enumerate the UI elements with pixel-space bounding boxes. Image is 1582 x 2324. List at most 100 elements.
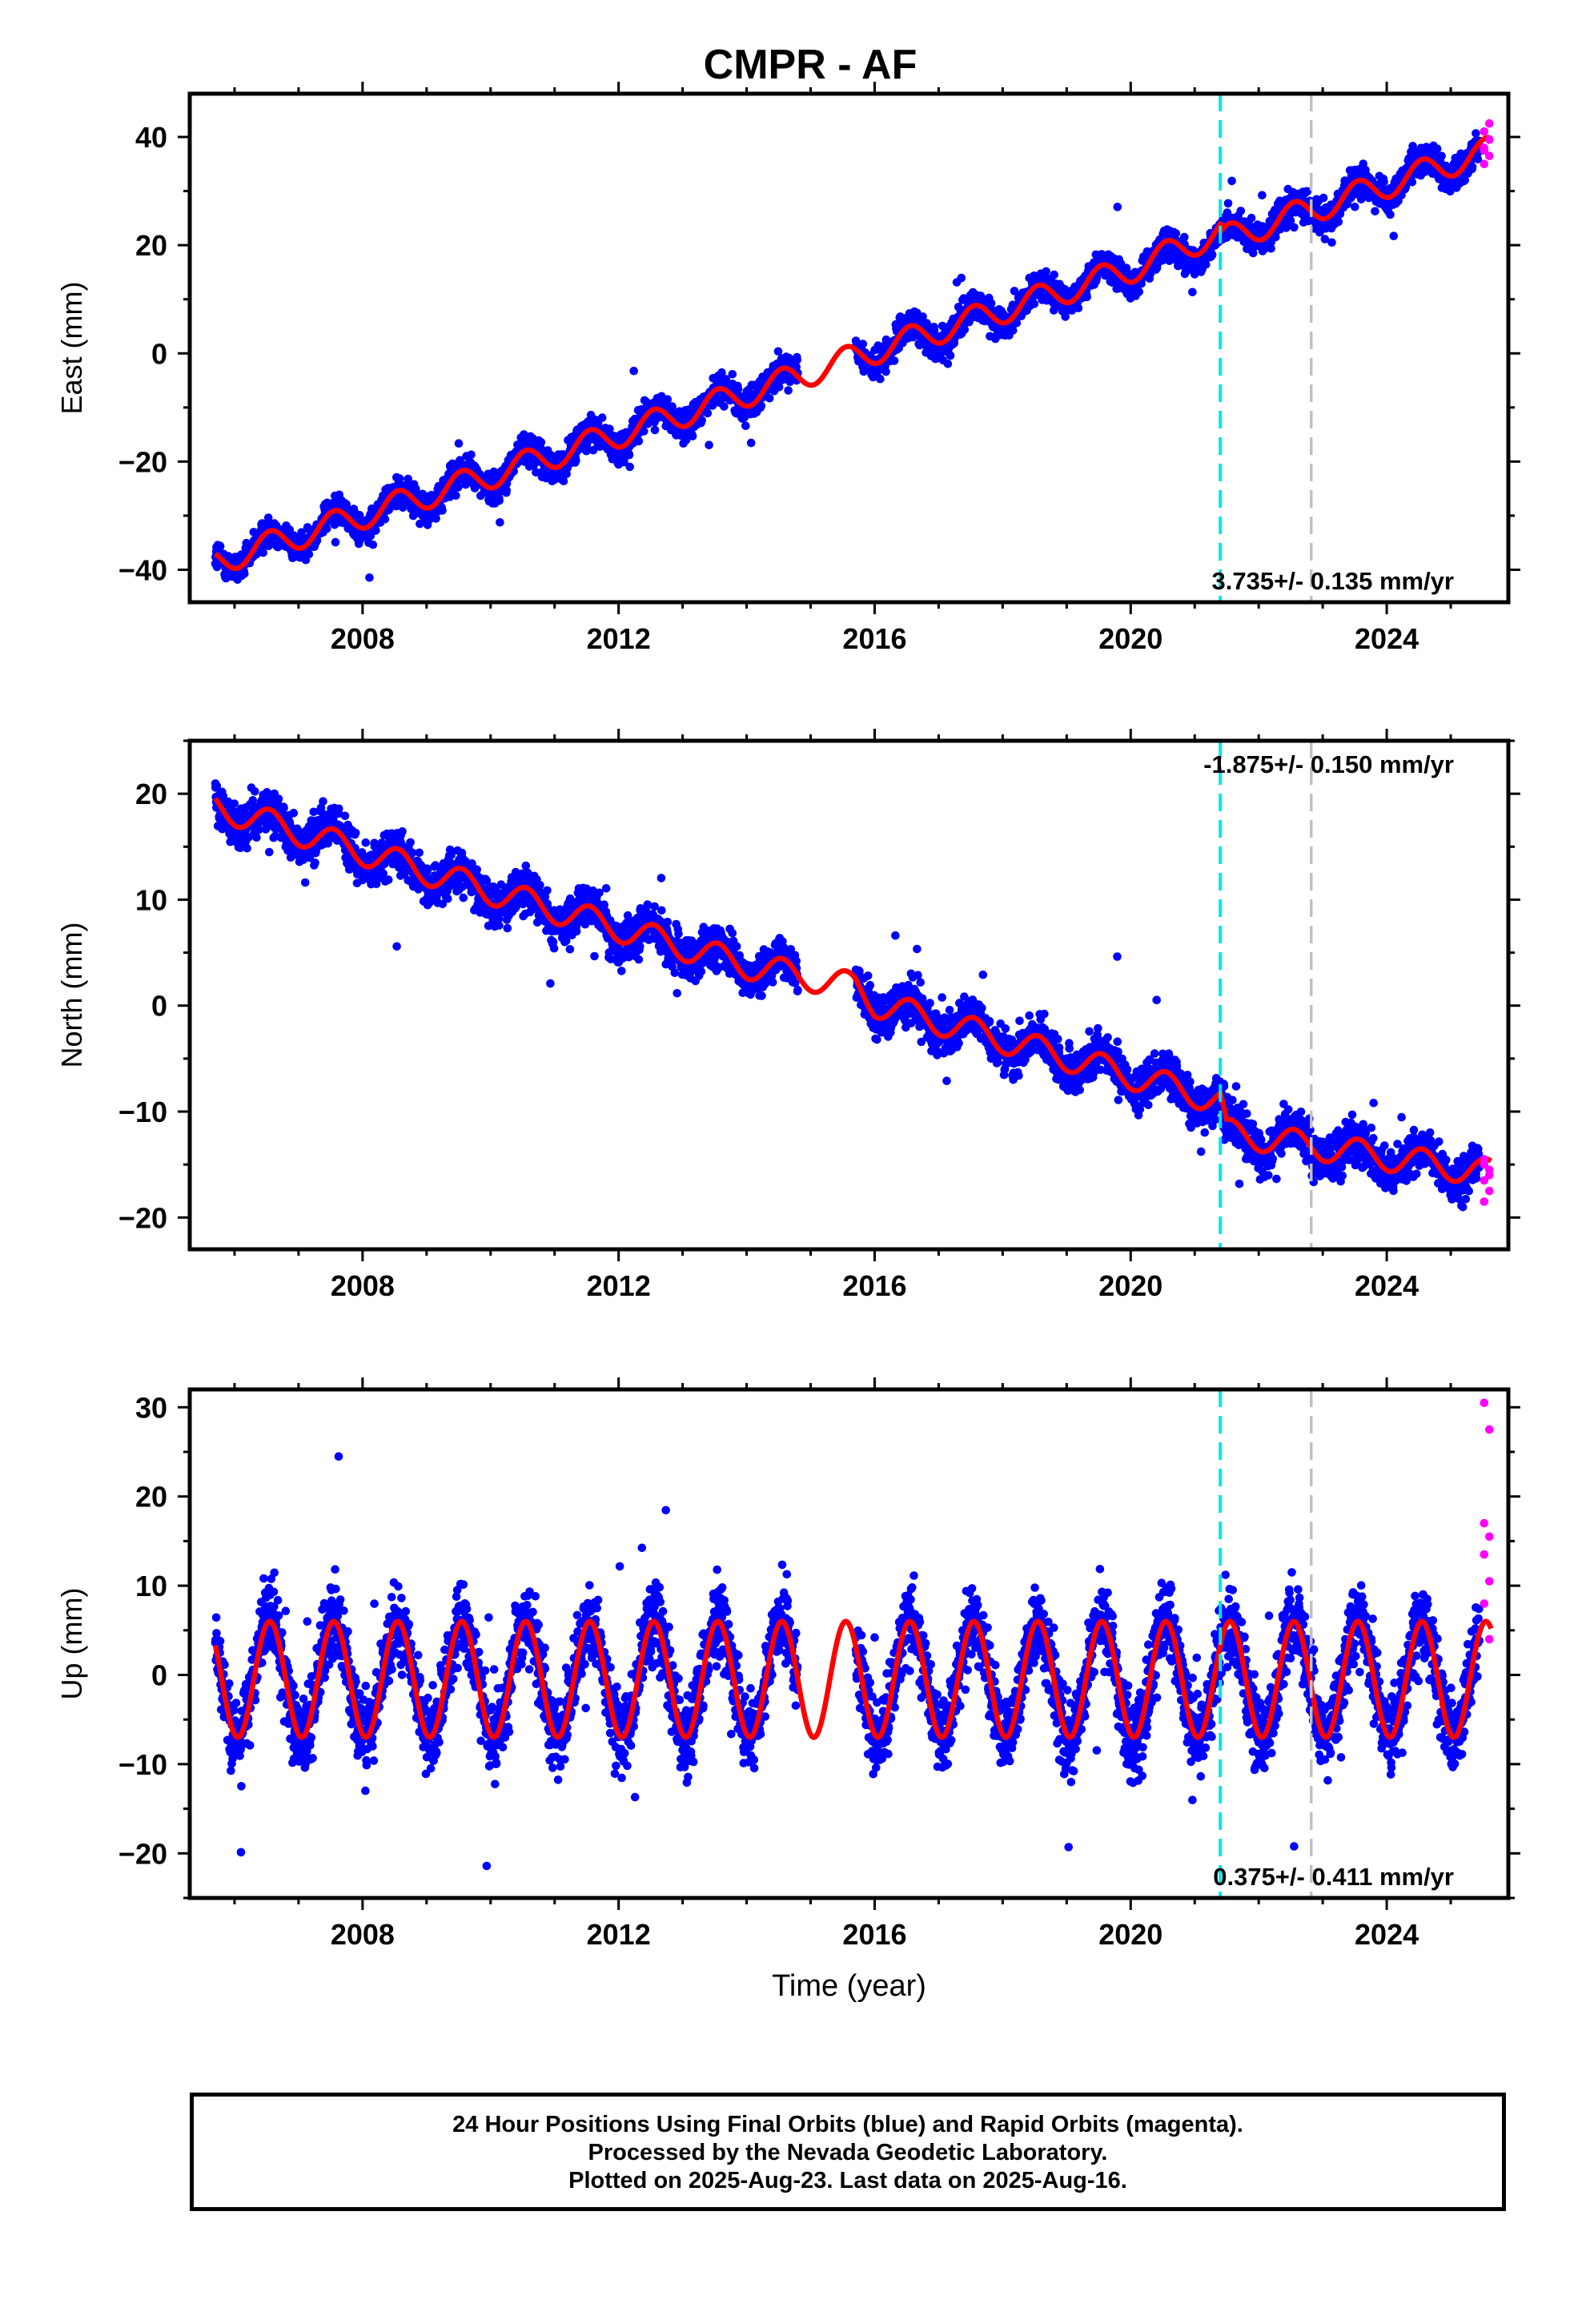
x-tick-label: 2012 [587,622,651,655]
final-orbit-point [650,425,660,435]
final-orbit-point [536,438,546,447]
final-orbit-point [365,573,374,582]
final-orbits-points [211,779,1484,1212]
final-orbit-point [705,440,713,449]
final-orbit-point [251,787,259,796]
plot-area [211,741,1494,1249]
rapid-orbit-point [1485,135,1494,144]
final-orbit-point [1319,193,1328,203]
final-orbit-point [392,942,401,951]
final-orbit-point [1468,163,1477,171]
final-orbit-point [432,514,440,523]
final-orbit-point [733,384,743,394]
final-orbit-point [597,413,607,422]
final-orbit-point [454,439,464,448]
final-orbit-point [438,506,447,515]
final-orbit-point [881,367,890,376]
final-orbit-point [943,360,953,368]
final-orbit-point [243,843,251,853]
y-tick-label: −20 [118,445,167,478]
final-orbit-point [1472,129,1480,138]
final-orbit-point [605,424,614,433]
final-orbit-point [1082,292,1091,302]
final-orbit-point [398,827,407,836]
final-orbit-point [1389,231,1399,241]
final-orbit-point [368,540,378,549]
final-orbit-point [793,356,801,364]
final-orbit-point [1247,213,1256,223]
final-orbit-point [1207,250,1217,259]
final-orbit-point [412,485,420,493]
rapid-orbit-point [1480,159,1489,169]
final-orbit-point [1432,144,1442,154]
final-orbit-point [858,340,868,348]
final-orbit-point [1407,178,1417,187]
final-orbit-point [1327,238,1336,247]
final-orbit-point [629,366,638,376]
final-orbit-point [1113,203,1122,211]
final-orbit-point [634,436,644,446]
final-orbit-point [452,491,460,501]
final-orbit-point [1188,287,1197,297]
rate-label: 3.735+/- 0.135 mm/yr [1212,567,1454,595]
final-orbit-point [240,569,249,578]
y-tick-label: 20 [135,229,167,262]
final-orbit-point [404,474,412,484]
final-orbit-point [230,799,239,808]
final-orbit-point [876,374,885,384]
final-orbit-point [946,351,955,360]
chart-title: CMPR - AF [704,42,917,88]
final-orbit-point [289,808,299,818]
rapid-orbit-point [1480,146,1489,155]
final-orbit-point [1379,177,1388,187]
final-orbit-point [454,483,463,492]
final-orbit-point [1074,304,1083,313]
final-orbit-point [496,518,504,527]
final-orbit-point [624,450,634,460]
final-orbit-point [1258,191,1267,200]
final-orbit-point [252,833,261,842]
x-tick-label: 2016 [842,622,906,655]
final-orbit-point [331,537,340,547]
rapid-orbit-point [1485,119,1494,128]
final-orbit-point [395,474,404,483]
final-orbit-point [383,875,393,884]
final-orbit-point [263,513,273,522]
final-orbit-point [1334,217,1343,227]
final-orbit-point [1171,229,1181,238]
final-orbit-point [279,803,288,812]
final-orbit-point [697,416,706,425]
final-orbit-point [351,828,360,838]
y-tick-label: 40 [135,121,167,154]
final-orbit-point [957,273,966,283]
final-orbit-point [335,804,343,814]
final-orbit-point [319,797,327,806]
final-orbit-point [300,878,310,887]
final-orbit-point [1042,267,1050,276]
final-orbit-point [703,408,713,418]
final-orbit-point [889,356,899,365]
final-orbit-point [467,450,476,460]
final-orbit-point [1371,207,1379,216]
y-axis-label: East (mm) [55,282,88,415]
final-orbit-point [1134,287,1144,296]
final-orbit-point [380,515,390,524]
final-orbit-point [340,811,350,821]
rapid-orbit-point [1480,127,1489,136]
final-orbit-point [625,462,634,472]
final-orbit-point [1386,210,1395,219]
final-orbit-point [502,485,511,495]
final-orbit-point [311,858,319,867]
y-tick-label: −40 [118,553,167,586]
final-orbit-point [322,524,331,533]
final-orbit-point [215,542,225,551]
final-orbit-point [304,549,314,559]
final-orbits-points [211,129,1484,585]
x-tick-label: 2024 [1355,622,1419,655]
final-orbit-point [572,456,580,465]
final-orbit-point [1290,223,1299,232]
